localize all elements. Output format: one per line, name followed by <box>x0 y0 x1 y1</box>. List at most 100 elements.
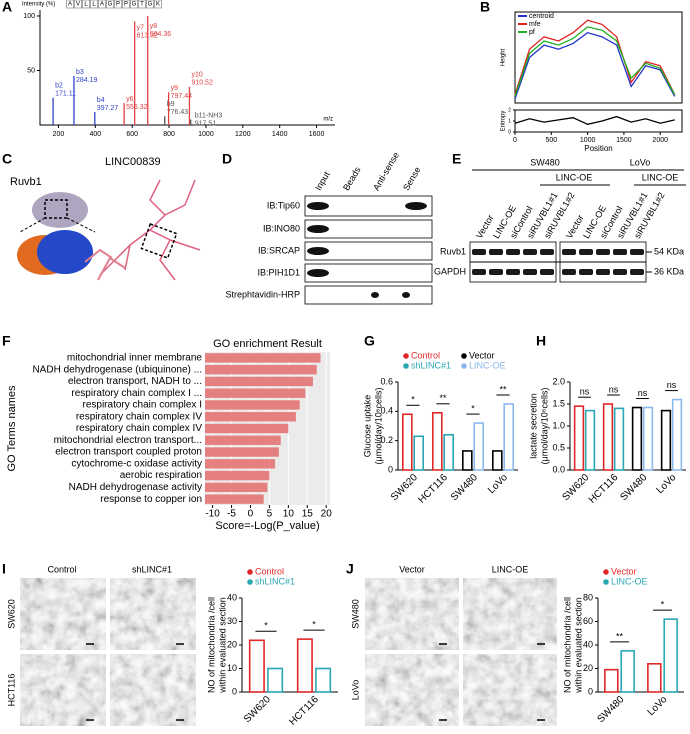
peak-label: y8 <box>150 23 158 30</box>
x-tick-label: 2000 <box>652 137 668 144</box>
band <box>307 247 329 255</box>
bar <box>631 406 643 471</box>
residue: G <box>108 2 113 8</box>
plot-frame <box>514 11 683 104</box>
band <box>613 269 627 275</box>
peak-mz: 171.11 <box>55 91 76 98</box>
micrograph-panel: Vector LINC-OE SW480 LoVo <box>350 564 557 726</box>
x-tick-label: HCT116 <box>587 472 621 506</box>
x-tick-label: 1600 <box>309 131 325 138</box>
bar <box>205 412 296 422</box>
y-axis-label: Glucose uptake <box>362 395 372 458</box>
bar <box>248 639 265 693</box>
y-tick-label: 0.6 <box>380 376 393 386</box>
bar <box>613 407 625 471</box>
row-label: HCT116 <box>6 674 16 707</box>
legend-marker <box>247 579 253 585</box>
bar <box>205 459 276 469</box>
micrograph <box>365 654 459 726</box>
y-tick-label: 0.5 <box>552 442 565 452</box>
row-label: IB:SRCAP <box>258 245 300 255</box>
bar <box>431 411 443 471</box>
structure-panel: Ruvb1 LINC00839 <box>10 156 201 281</box>
residue-box <box>138 0 146 9</box>
panel-letter: G <box>364 333 375 349</box>
series-line <box>514 31 676 100</box>
band <box>405 202 427 210</box>
y-tick-label: 0 <box>588 686 593 696</box>
peak-mz: 917.51 <box>195 120 217 127</box>
y-axis-label: lactate secretion <box>528 393 538 459</box>
column-label: Beads <box>341 165 363 193</box>
x-tick-label: 1500 <box>616 137 632 144</box>
residue-box <box>130 0 138 9</box>
row-label: IB:PIH1D1 <box>257 267 300 277</box>
bar <box>205 494 264 504</box>
legend-label: centroid <box>529 13 554 20</box>
column-label: shLINC#1 <box>132 564 172 574</box>
peak-mz: 910.52 <box>191 80 213 87</box>
x-tick-label: SW480 <box>619 472 650 503</box>
band <box>307 269 329 277</box>
peak-label: b4 <box>97 97 105 104</box>
category-label: NADH dehydrogenase activity <box>69 482 202 493</box>
x-tick-label: -10 <box>205 509 220 520</box>
residue: T <box>140 2 144 8</box>
category-label: cytochrome-c oxidase activity <box>71 458 202 469</box>
x-tick-label: 5 <box>267 509 273 520</box>
y-tick-label: 0.0 <box>552 464 565 474</box>
residue: G <box>148 2 153 8</box>
micrograph <box>20 654 106 726</box>
x-tick-label: 600 <box>126 131 138 138</box>
x-tick-label: 0 <box>248 509 254 520</box>
band <box>630 249 644 255</box>
residue: K <box>156 2 160 8</box>
series-line <box>514 26 676 97</box>
peak-mz: 284.19 <box>76 77 98 84</box>
y-tick-label: 1.0 <box>552 420 565 430</box>
y-tick-label: 40 <box>227 592 237 602</box>
significance-label: * <box>312 620 316 630</box>
band <box>472 269 486 275</box>
y-tick-label: 10 <box>227 663 237 673</box>
legend-label: Vector <box>469 350 495 360</box>
category-label: electron transport coupled proton <box>55 447 202 458</box>
significance-label: * <box>411 395 415 405</box>
bar <box>315 667 332 693</box>
panel-letter: D <box>222 151 232 167</box>
size-label: 36 KDa <box>654 266 684 276</box>
y-tick-label: 20 <box>227 639 237 649</box>
peak-label: b11-NH3 <box>195 112 223 119</box>
legend-marker <box>403 363 409 369</box>
column-label: Anti-sense <box>371 150 401 192</box>
residue-box <box>66 0 74 9</box>
residue: P <box>116 2 120 8</box>
residue-box <box>114 0 122 9</box>
row-label: SW480 <box>350 599 360 629</box>
significance-label: * <box>661 600 665 610</box>
significance-label: ns <box>638 388 648 398</box>
band <box>506 269 520 275</box>
bar <box>205 400 300 410</box>
legend-label: shLINC#1 <box>255 576 295 586</box>
band <box>579 269 593 275</box>
micrograph <box>110 654 196 726</box>
band <box>613 249 627 255</box>
x-tick-label: 0 <box>513 137 517 144</box>
peak-label: b2 <box>55 83 63 90</box>
residue-box <box>98 0 106 9</box>
peak-label: b9 <box>167 101 175 108</box>
y-tick-label: 0 <box>508 129 511 135</box>
residue-box <box>74 0 82 9</box>
x-tick-label: 15 <box>302 509 314 520</box>
zoom-box <box>44 199 68 219</box>
y-tick-label: 0 <box>388 464 393 474</box>
x-axis-label: m/z <box>323 117 333 123</box>
y-tick-label: 60 <box>583 616 593 626</box>
y-axis-label: within evaluated section <box>573 597 583 694</box>
micrograph <box>20 578 106 650</box>
protein-structure <box>37 230 93 274</box>
significance-label: ns <box>609 384 619 394</box>
y-axis-label: Entropy <box>501 111 507 132</box>
